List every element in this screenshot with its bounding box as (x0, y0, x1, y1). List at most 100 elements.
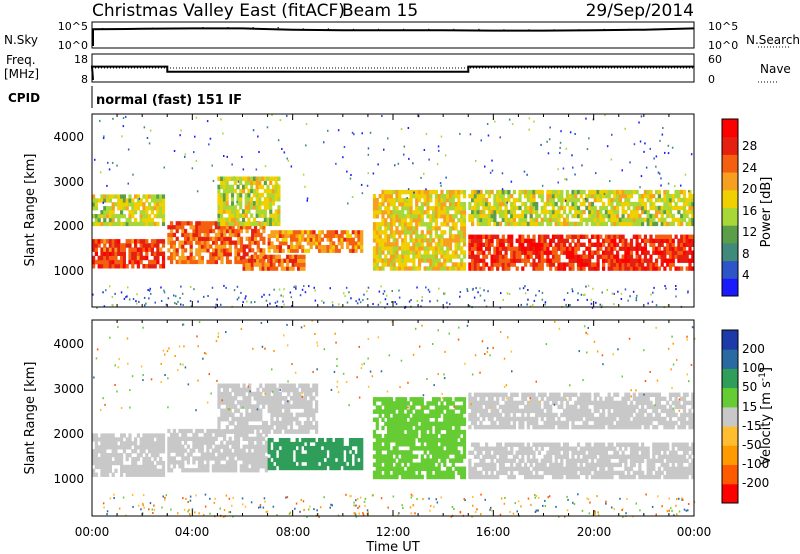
echo-cell (524, 250, 528, 255)
echo-cell (565, 189, 569, 195)
echo-cell (134, 221, 138, 227)
echo-cell (281, 461, 285, 467)
echo-cell (277, 197, 281, 202)
scatter-speck (379, 301, 382, 304)
echo-cell (571, 234, 575, 239)
echo-cell (239, 420, 243, 426)
echo-cell (337, 438, 341, 443)
echo-cell (485, 213, 489, 219)
echo-cell (635, 209, 639, 215)
scatter-speck (421, 296, 423, 299)
echo-cell (234, 232, 238, 238)
echo-cell (274, 221, 278, 227)
echo-cell (318, 248, 322, 253)
scatter-speck (565, 199, 567, 202)
echo-cell (267, 254, 271, 259)
echo-cell (412, 250, 416, 255)
echo-cell (92, 255, 96, 261)
echo-cell (312, 461, 316, 467)
echo-cell (616, 205, 620, 211)
echo-cell (395, 446, 399, 451)
echo-cell (551, 189, 556, 195)
echo-cell (496, 450, 500, 455)
echo-cell (253, 391, 257, 397)
echo-cell (646, 213, 650, 219)
echo-cell (290, 245, 294, 250)
echo-cell (468, 217, 472, 223)
scatter-speck (351, 196, 354, 198)
echo-cell (337, 453, 341, 459)
echo-cell (181, 448, 185, 453)
echo-cell (337, 465, 341, 471)
echo-cell (688, 250, 692, 255)
power-ytick-1000: 1000 (53, 264, 84, 278)
echo-cell (220, 259, 224, 265)
echo-cell (360, 245, 364, 250)
echo-cell (186, 236, 190, 241)
scatter-speck (527, 298, 529, 301)
echo-cell (537, 213, 542, 219)
echo-cell (200, 428, 204, 434)
echo-cell (437, 466, 441, 471)
echo-cell (114, 255, 118, 261)
echo-cell (490, 213, 494, 219)
cpid-row: CPID normal (fast) 151 IF (8, 86, 242, 108)
echo-cell (206, 232, 210, 238)
echo-cell (117, 445, 121, 450)
scatter-speck (349, 177, 352, 180)
echo-cell (264, 391, 268, 397)
echo-cell (529, 254, 533, 259)
echo-cell (250, 456, 255, 461)
echo-cell (440, 246, 444, 251)
echo-cell (409, 202, 413, 207)
echo-cell (278, 461, 282, 467)
noise-search-point (327, 28, 329, 30)
echo-cell (493, 197, 497, 203)
scatter-speck (466, 289, 469, 292)
echo-cell (613, 217, 617, 223)
echo-cell (128, 198, 132, 203)
echo-cell (378, 238, 382, 243)
echo-cell (579, 254, 583, 259)
scatter-speck (544, 301, 547, 304)
echo-cell (284, 396, 288, 401)
echo-cell (518, 193, 522, 199)
echo-cell (423, 429, 427, 435)
echo-cell (585, 193, 589, 199)
echo-cell (200, 244, 204, 249)
echo-cell (295, 230, 299, 235)
echo-cell (501, 266, 505, 271)
echo-cell (460, 218, 464, 223)
scatter-speck (487, 134, 490, 137)
echo-cell (602, 201, 606, 207)
echo-cell (203, 456, 207, 461)
echo-cell (217, 456, 221, 461)
echo-cell (315, 449, 319, 455)
echo-cell (462, 222, 467, 227)
echo-cell (487, 474, 491, 480)
echo-cell (378, 266, 382, 271)
echo-cell (281, 420, 285, 426)
echo-cell (468, 462, 472, 468)
echo-cell (175, 444, 179, 449)
echo-cell (94, 206, 98, 211)
echo-cell (685, 209, 689, 215)
echo-cell (387, 189, 391, 195)
echo-cell (501, 262, 505, 267)
echo-cell (175, 259, 179, 265)
echo-cell (532, 197, 536, 203)
scatter-speck (565, 147, 568, 150)
echo-cell (607, 262, 611, 267)
echo-cell (225, 468, 229, 473)
echo-cell (150, 259, 154, 265)
scatter-speck (331, 301, 334, 304)
echo-cell (451, 421, 455, 427)
echo-cell (248, 425, 252, 430)
echo-cell (192, 440, 196, 445)
scatter-speck (560, 130, 562, 133)
echo-cell (462, 206, 467, 211)
scatter-speck (271, 114, 273, 116)
echo-cell (409, 397, 413, 402)
echo-cell (375, 454, 379, 459)
echo-cell (252, 221, 256, 227)
